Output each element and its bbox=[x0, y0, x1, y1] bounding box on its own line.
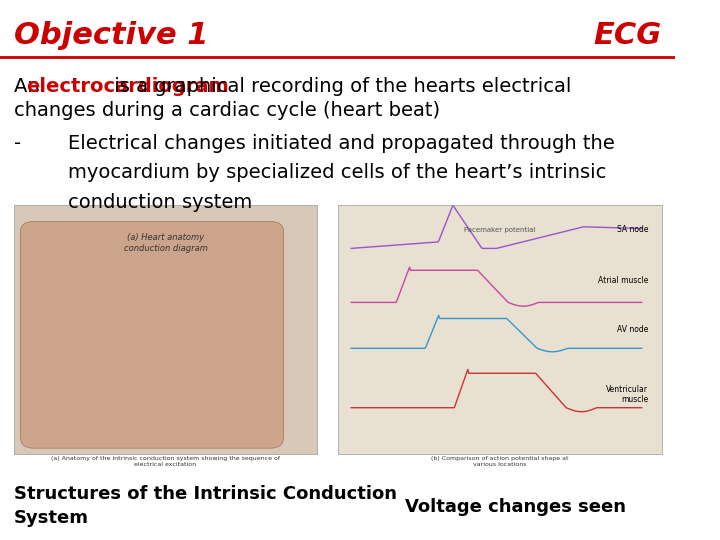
Text: System: System bbox=[14, 509, 89, 528]
Text: conduction system: conduction system bbox=[68, 193, 252, 212]
Text: changes during a cardiac cycle (heart beat): changes during a cardiac cycle (heart be… bbox=[14, 101, 440, 120]
FancyBboxPatch shape bbox=[338, 205, 662, 454]
Text: ECG: ECG bbox=[594, 21, 662, 50]
Text: (a) Anatomy of the intrinsic conduction system showing the sequence of
electrica: (a) Anatomy of the intrinsic conduction … bbox=[51, 456, 280, 467]
FancyBboxPatch shape bbox=[20, 221, 284, 448]
Text: electrocardiogram: electrocardiogram bbox=[26, 77, 228, 96]
Text: Structures of the Intrinsic Conduction: Structures of the Intrinsic Conduction bbox=[14, 485, 397, 503]
Text: Pacemaker potential: Pacemaker potential bbox=[464, 227, 536, 233]
Text: Electrical changes initiated and propagated through the: Electrical changes initiated and propaga… bbox=[68, 133, 614, 153]
Text: SA node: SA node bbox=[617, 225, 649, 234]
Text: is a graphical recording of the hearts electrical: is a graphical recording of the hearts e… bbox=[108, 77, 572, 96]
Text: (b) Comparison of action potential shape at
various locations: (b) Comparison of action potential shape… bbox=[431, 456, 569, 467]
FancyBboxPatch shape bbox=[14, 205, 318, 454]
Text: AV node: AV node bbox=[617, 325, 649, 334]
Text: -: - bbox=[14, 133, 21, 153]
Text: An: An bbox=[14, 77, 45, 96]
Text: myocardium by specialized cells of the heart’s intrinsic: myocardium by specialized cells of the h… bbox=[68, 163, 606, 183]
Text: Objective 1: Objective 1 bbox=[14, 21, 208, 50]
Text: (a) Heart anatomy
conduction diagram: (a) Heart anatomy conduction diagram bbox=[124, 233, 207, 253]
Text: Ventricular
muscle: Ventricular muscle bbox=[606, 384, 649, 404]
Text: Voltage changes seen: Voltage changes seen bbox=[405, 497, 626, 516]
Text: Atrial muscle: Atrial muscle bbox=[598, 276, 649, 285]
